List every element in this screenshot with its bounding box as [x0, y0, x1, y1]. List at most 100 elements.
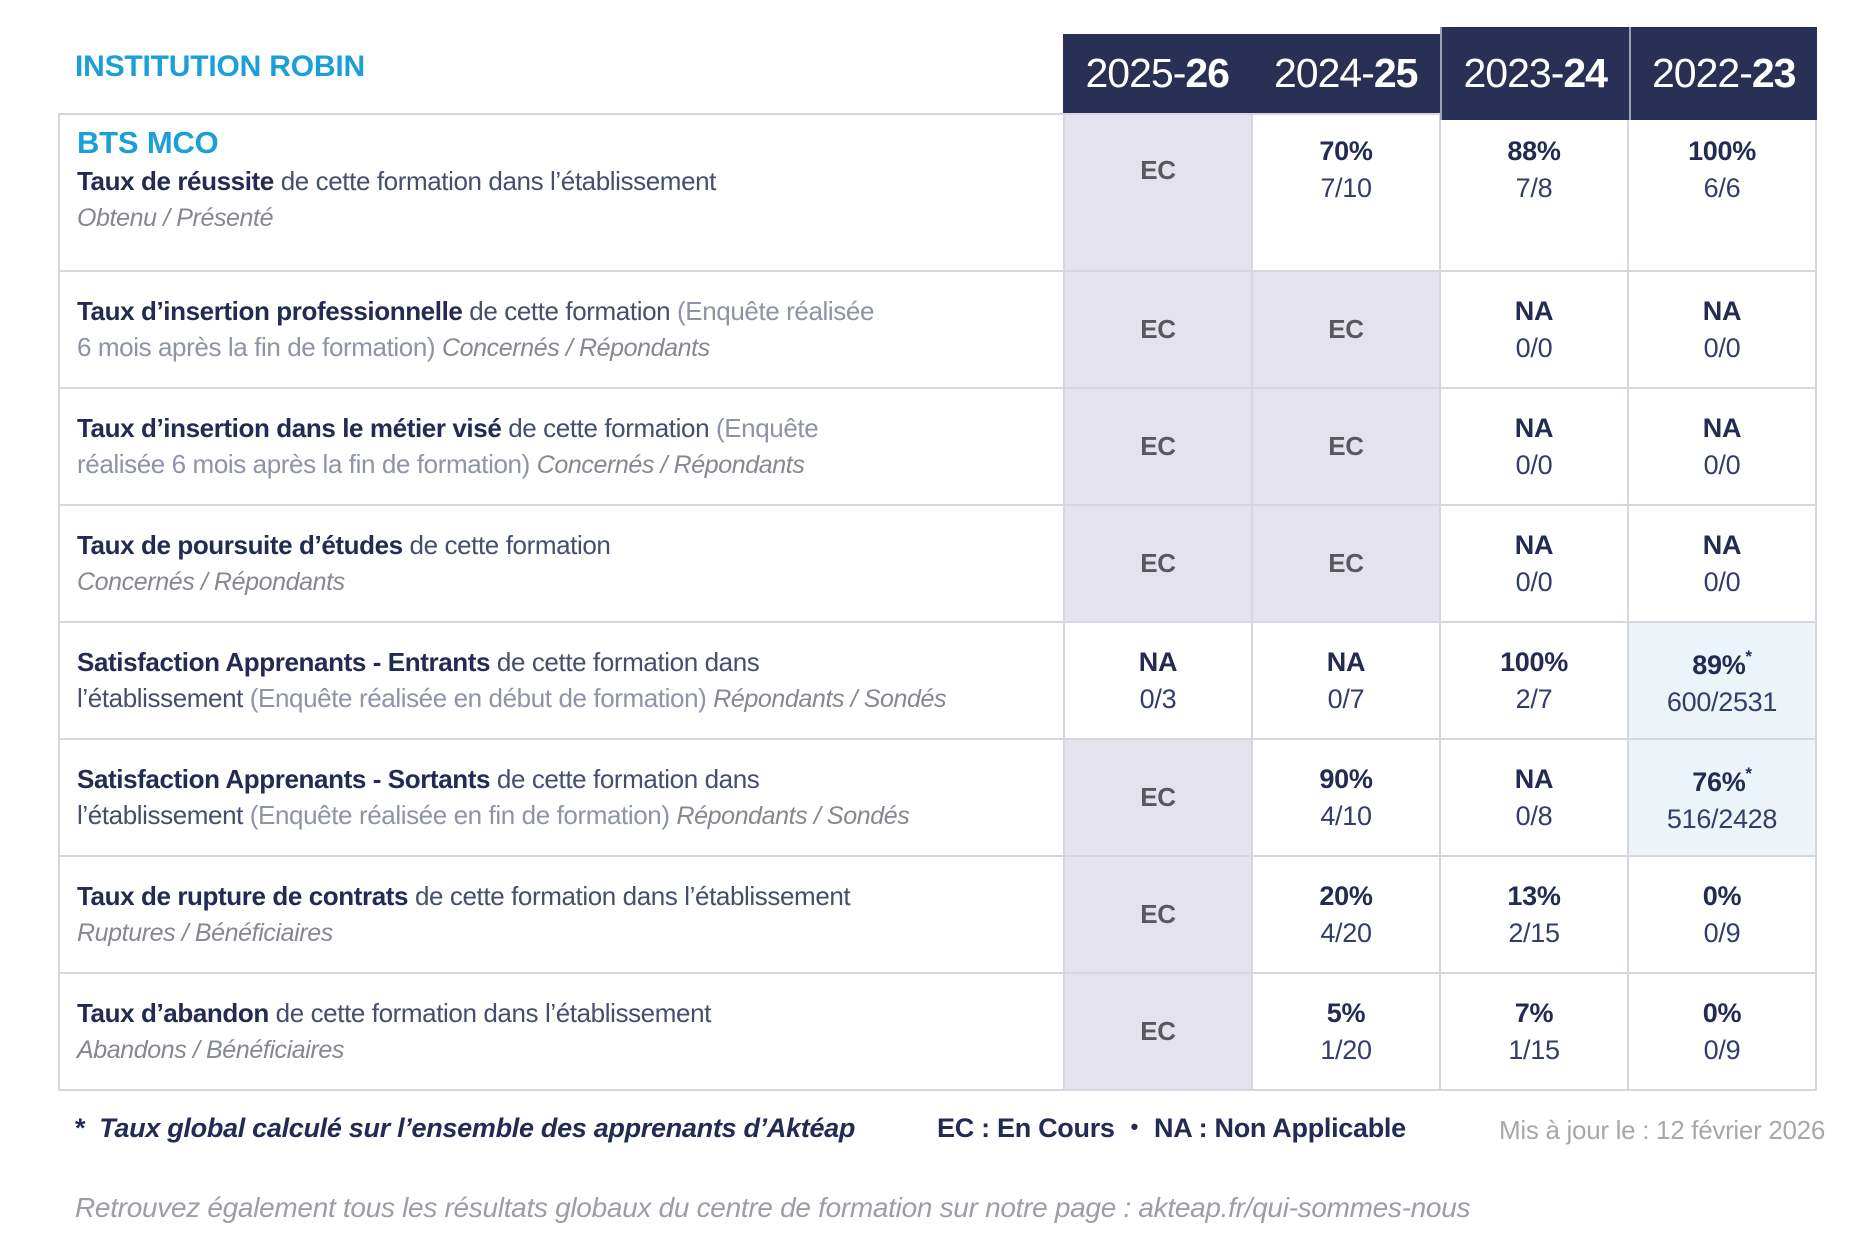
value-main: EC [1140, 154, 1176, 185]
ec-cell: EC [1251, 506, 1439, 621]
value-main: NA [1514, 763, 1554, 794]
value-main: EC [1328, 431, 1364, 461]
value-fraction: 2/7 [1515, 683, 1553, 714]
row-description: de cette formation dans l’établissement [408, 881, 851, 911]
table-row: Satisfaction Apprenants - Entrants de ce… [60, 621, 1815, 738]
row-title: Satisfaction Apprenants - Sortants [77, 764, 491, 794]
table-row: Taux de poursuite d’études de cette form… [60, 504, 1815, 621]
row-note: (Enquête [715, 413, 819, 443]
row-description: de cette formation dans l’établissement [268, 998, 712, 1028]
value-main: 100% [1688, 136, 1756, 166]
row-subtitle: Abandons / Bénéficiaires [77, 1036, 344, 1064]
value-main: 89% [1692, 650, 1746, 680]
asterisk: * [75, 1113, 86, 1143]
value-main: EC [1140, 1016, 1176, 1046]
value-fraction: 0/0 [1515, 449, 1553, 480]
value-cell: NA 0/0 [1627, 272, 1815, 387]
row-label: Taux d’abandon de cette formation dans l… [60, 974, 1063, 1089]
value-main: EC [1328, 548, 1364, 578]
value-cell: NA 0/3 [1063, 623, 1251, 738]
footnote: * Taux global calculé sur l’ensemble des … [75, 1108, 855, 1148]
row-label: Taux de rupture de contrats de cette for… [60, 857, 1063, 972]
value-main: 7% [1514, 997, 1554, 1028]
value-fraction: 6/6 [1703, 173, 1741, 203]
value-fraction: 4/20 [1320, 917, 1372, 948]
value-main: 90% [1319, 763, 1373, 794]
value-fraction: 0/9 [1703, 1034, 1741, 1065]
year-cell-2025-26: 2025- 26 [1063, 34, 1252, 113]
value-cell: 5% 1/20 [1251, 974, 1439, 1089]
ec-cell: EC [1251, 389, 1439, 504]
asterisk: * [1745, 764, 1752, 783]
value-main: 13% [1507, 880, 1561, 911]
value-main: EC [1140, 548, 1176, 578]
asterisk: * [1745, 647, 1752, 666]
table-row: Taux d’abandon de cette formation dans l… [60, 972, 1815, 1089]
value-main: NA [1514, 412, 1554, 443]
row-subtitle: Concernés / Répondants [536, 451, 805, 479]
value-main: 88% [1507, 136, 1561, 166]
legend-ec: EC : En Cours [937, 1113, 1115, 1143]
row-subtitle: Concernés / Répondants [442, 334, 710, 362]
row-note: 6 mois après la fin de formation) [77, 332, 443, 362]
value-main: NA [1138, 646, 1178, 677]
value-main: NA [1702, 529, 1742, 560]
value-fraction: 0/7 [1327, 683, 1365, 714]
ec-cell: EC [1063, 272, 1251, 387]
value-cell: NA 0/0 [1627, 506, 1815, 621]
legend: EC : En Cours • NA : Non Applicable [937, 1108, 1406, 1148]
table-row: Taux de rupture de contrats de cette for… [60, 855, 1815, 972]
row-subtitle: Concernés / Répondants [77, 568, 345, 596]
table-row: BTS MCO Taux de réussite de cette format… [60, 115, 1815, 270]
row-label: Taux de poursuite d’études de cette form… [60, 506, 1063, 621]
course-title: BTS MCO [77, 125, 219, 160]
row-description: de cette formation dans [490, 647, 760, 677]
value-main: NA [1702, 412, 1742, 443]
value-main: NA [1326, 646, 1366, 677]
row-description: de cette formation dans l’établissement [273, 166, 717, 196]
row-description: de cette formation [501, 413, 716, 443]
row-description: l’établissement [77, 683, 250, 713]
row-description: l’établissement [77, 800, 250, 830]
row-description: de cette formation dans [490, 764, 760, 794]
row-title: Taux d’abandon [77, 998, 269, 1028]
value-main: 5% [1326, 997, 1366, 1028]
row-label: Taux d’insertion dans le métier visé de … [60, 389, 1063, 504]
value-fraction: 7/10 [1320, 173, 1372, 203]
row-subtitle: Répondants / Sondés [713, 685, 947, 713]
table-row: Satisfaction Apprenants - Sortants de ce… [60, 738, 1815, 855]
row-description: de cette formation [462, 296, 678, 326]
value-main: 100% [1500, 646, 1568, 677]
legend-na: NA : Non Applicable [1154, 1113, 1406, 1143]
value-fraction: 0/3 [1139, 683, 1177, 714]
row-title: Taux de poursuite d’études [77, 530, 403, 560]
value-fraction: 516/2428 [1666, 804, 1778, 834]
footer-note: Retrouvez également tous les résultats g… [75, 1192, 1471, 1223]
value-main: EC [1140, 431, 1176, 461]
value-cell: NA 0/0 [1439, 389, 1627, 504]
ec-cell: EC [1063, 974, 1251, 1089]
ec-cell: EC [1063, 740, 1251, 855]
value-cell: NA 0/7 [1251, 623, 1439, 738]
value-cell: 13% 2/15 [1439, 857, 1627, 972]
ec-cell: EC [1251, 272, 1439, 387]
row-title: Taux de réussite [77, 166, 274, 196]
value-main: 76% [1692, 767, 1746, 797]
value-fraction: 1/15 [1508, 1034, 1560, 1065]
year-cell-2023-24: 2023- 24 [1440, 27, 1629, 120]
row-subtitle: Ruptures / Bénéficiaires [77, 919, 333, 947]
value-cell: NA 0/8 [1439, 740, 1627, 855]
value-cell: NA 0/0 [1439, 272, 1627, 387]
value-main: EC [1140, 899, 1176, 929]
year-cell-2022-23: 2022- 23 [1628, 27, 1817, 120]
row-title: Taux de rupture de contrats [77, 881, 409, 911]
value-main: EC [1328, 314, 1364, 344]
value-fraction: 0/0 [1703, 566, 1741, 597]
value-fraction: 0/9 [1703, 917, 1741, 948]
value-main: NA [1702, 295, 1742, 326]
value-cell: 70% 7/10 [1251, 115, 1439, 270]
value-cell: NA 0/0 [1627, 389, 1815, 504]
value-cell: 88% 7/8 [1439, 115, 1627, 270]
row-note: réalisée 6 mois après la fin de formatio… [77, 449, 537, 479]
value-fraction: 0/0 [1703, 449, 1741, 480]
